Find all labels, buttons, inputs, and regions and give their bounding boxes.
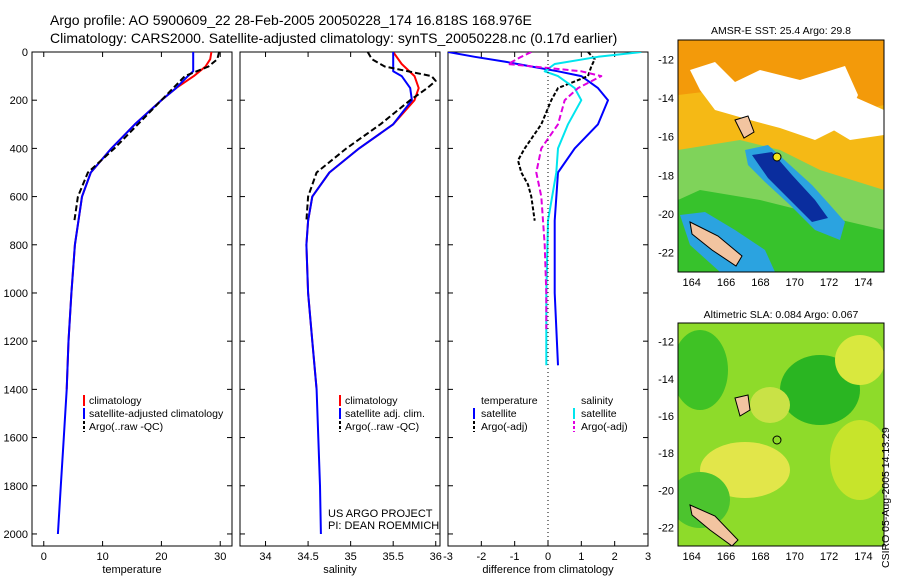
temp-series-group: [56, 52, 221, 535]
sal-series-satellite-adj-clim: [305, 52, 413, 535]
temperature-panel-frame: [31, 51, 233, 547]
salinity-panel-frame: [239, 51, 441, 547]
difference-xlabel: difference from climatology: [482, 564, 614, 576]
credit-project: US ARGO PROJECT: [328, 508, 433, 520]
sla-lat-tick-label: -14: [658, 374, 674, 386]
legend-label-climatology: climatology: [89, 395, 142, 407]
temperature-legend: climatology satellite-adjusted climatolo…: [83, 395, 224, 433]
sst-lon-tick-label: 172: [820, 277, 838, 289]
depth-tick-label: 400: [10, 143, 28, 155]
legend-heading-temperature: temperature: [481, 395, 538, 407]
sla-lat-tick-label: -18: [658, 448, 674, 460]
sst-lon-tick-label: 174: [854, 277, 872, 289]
depth-tick-label: 1800: [4, 481, 28, 493]
legend-label-argo: Argo(..raw -QC): [89, 421, 163, 433]
depth-tick-label: 1000: [4, 288, 28, 300]
sal-xtick-label: 35.5: [382, 551, 403, 563]
depth-tick-label: 0: [22, 47, 28, 59]
diff-xtick-label: 0: [545, 551, 551, 563]
sal-xtick-label: 34.5: [297, 551, 318, 563]
legend-label-sal-satellite-diff: satellite: [581, 408, 617, 420]
difference-legend: temperature satellite Argo(-adj) salinit…: [473, 395, 628, 433]
depth-tick-label: 2000: [4, 529, 28, 541]
sla-lon-tick-label: 174: [854, 551, 872, 563]
diff-xtick-label: 3: [645, 551, 651, 563]
figure-title-line2: Climatology: CARS2000. Satellite-adjuste…: [50, 30, 618, 46]
sst-lat-tick-label: -14: [658, 93, 674, 105]
temp-xtick-label: 10: [96, 551, 108, 563]
sla-lon-tick-label: 164: [683, 551, 701, 563]
sla-argo-location-marker: [772, 435, 782, 445]
legend-label-temp-argo: Argo(-adj): [481, 421, 528, 433]
sst-lat-tick-label: -18: [658, 170, 674, 182]
csiro-timestamp: CSIRO 05-Aug-2005 14:13:29: [880, 427, 892, 568]
sst-lat-tick-label: -16: [658, 132, 674, 144]
sla-lat-tick-label: -22: [658, 522, 674, 534]
diff-xtick-label: 2: [612, 551, 618, 563]
sla-lon-tick-label: 166: [717, 551, 735, 563]
sla-lon-tick-label: 170: [786, 551, 804, 563]
sst-lat-tick-label: -12: [658, 54, 674, 66]
sst-lat-tick-label: -22: [658, 248, 674, 260]
diff-series-salinity-argo-adj: [507, 52, 603, 330]
sst-lat-tick-label: -20: [658, 209, 674, 221]
depth-tick-label: 1200: [4, 336, 28, 348]
legend-label-temp-satellite: satellite: [481, 408, 517, 420]
sla-lat-tick-label: -20: [658, 485, 674, 497]
sal-xtick-label: 36: [430, 551, 442, 563]
sal-series-group: [305, 52, 437, 535]
depth-tick-label: 600: [10, 192, 28, 204]
diff-xtick-label: -2: [476, 551, 486, 563]
temp-xtick-label: 20: [155, 551, 167, 563]
sst-lon-tick-label: 164: [683, 277, 701, 289]
temp-series-argo-raw-qc: [73, 52, 221, 221]
figure-title-line1: Argo profile: AO 5900609_22 28-Feb-2005 …: [50, 12, 532, 28]
difference-panel-frame: [447, 51, 649, 547]
salinity-xlabel: salinity: [323, 564, 357, 576]
legend-label-sal-climatology: climatology: [345, 395, 398, 407]
sal-xtick-label: 34: [259, 551, 271, 563]
diff-xtick-label: -1: [510, 551, 520, 563]
depth-tick-label: 1400: [4, 384, 28, 396]
credit-pi: PI: DEAN ROEMMICH: [328, 520, 440, 532]
sla-lon-tick-label: 168: [751, 551, 769, 563]
legend-label-sal-argo: Argo(..raw -QC): [345, 421, 419, 433]
sst-lon-tick-label: 170: [786, 277, 804, 289]
diff-xtick-label: 1: [578, 551, 584, 563]
sst-lon-tick-label: 166: [717, 277, 735, 289]
diff-xtick-label: -3: [443, 551, 453, 563]
diff-series-temperature-argo-adj: [517, 52, 596, 221]
diff-series-temperature-satellite: [448, 52, 609, 366]
temp-series-satellite-adjusted-climatology: [56, 52, 195, 535]
legend-label-satellite-climatology: satellite-adjusted climatology: [89, 408, 224, 420]
sla-map-title: Altimetric SLA: 0.084 Argo: 0.067: [704, 309, 859, 321]
sst-map-field: [678, 40, 884, 272]
sla-map-frame: [677, 322, 885, 547]
sla-map-field: [678, 323, 884, 546]
legend-heading-salinity: salinity: [581, 395, 614, 407]
depth-tick-label: 800: [10, 240, 28, 252]
sst-argo-location-marker: [772, 152, 782, 162]
depth-tick-label: 1600: [4, 433, 28, 445]
sal-xtick-label: 35: [345, 551, 357, 563]
sst-map-title: AMSR-E SST: 25.4 Argo: 29.8: [711, 25, 851, 37]
temp-xtick-label: 0: [41, 551, 47, 563]
temp-xtick-label: 30: [214, 551, 226, 563]
legend-label-sal-satellite: satellite adj. clim.: [345, 408, 425, 420]
sla-lat-tick-label: -16: [658, 411, 674, 423]
sal-series-argo-raw-qc: [305, 52, 437, 221]
sla-lon-tick-label: 172: [820, 551, 838, 563]
temperature-xlabel: temperature: [102, 564, 161, 576]
salinity-legend: climatology satellite adj. clim. Argo(..…: [339, 395, 425, 433]
legend-label-sal-argo-diff: Argo(-adj): [581, 421, 628, 433]
sst-lon-tick-label: 168: [751, 277, 769, 289]
sla-lat-tick-label: -12: [658, 337, 674, 349]
depth-tick-label: 200: [10, 95, 28, 107]
sst-map-frame: [677, 39, 885, 273]
